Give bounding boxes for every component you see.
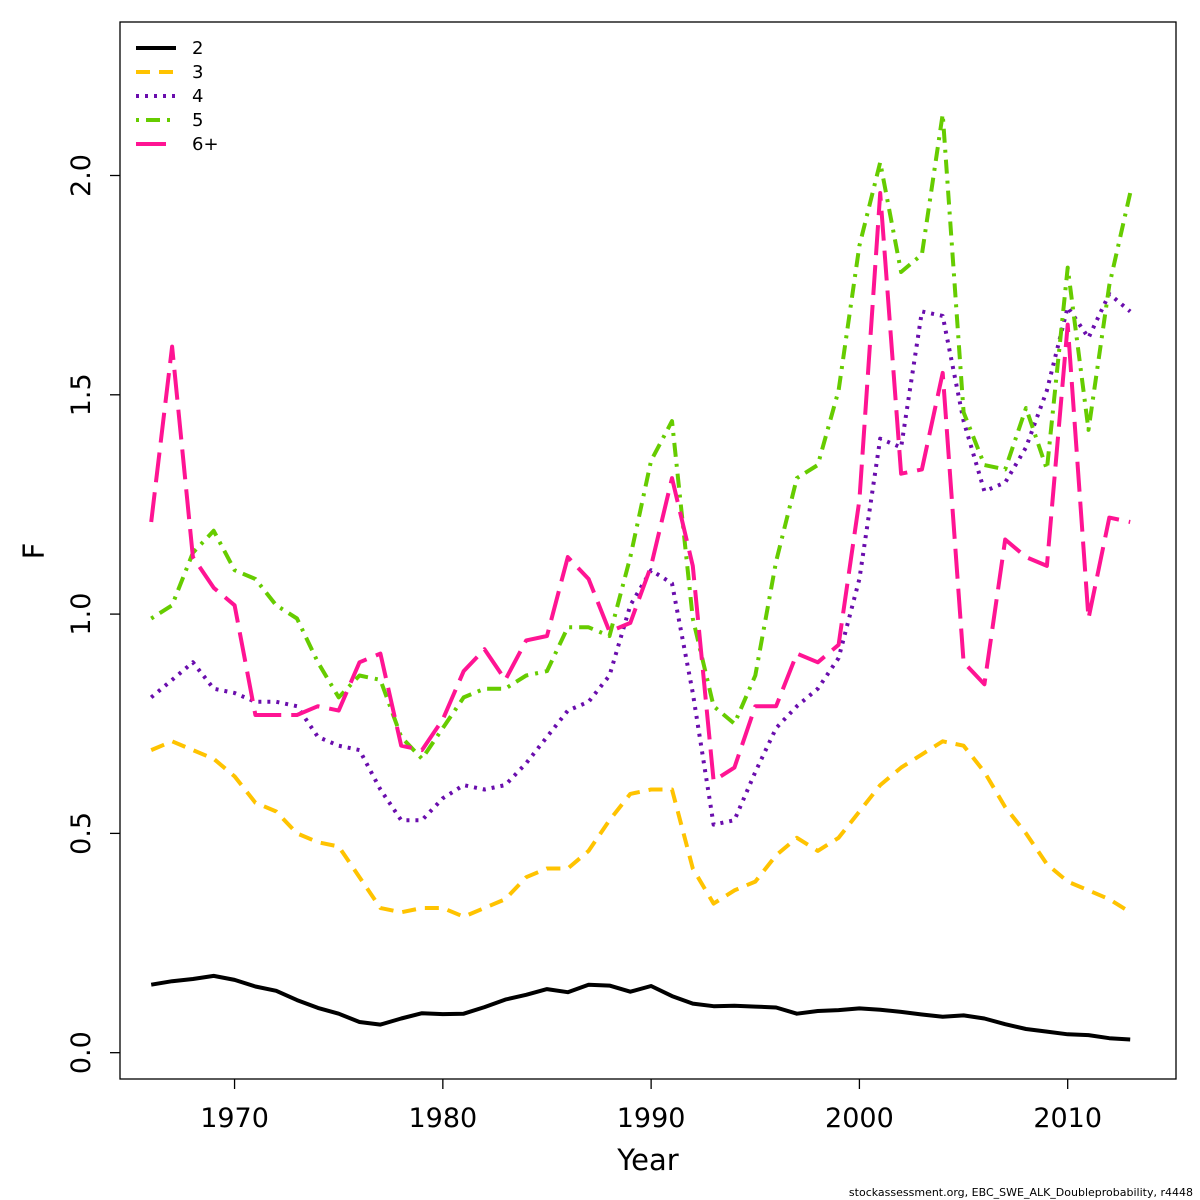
caption: stockassessment.org, EBC_SWE_ALK_Doublep… [849,1186,1193,1199]
series-line-4 [149,291,1132,827]
x-axis: 1970 1980 1990 2000 2010 [200,1079,1102,1134]
series-lines [149,112,1133,1042]
series-line-5 [150,112,1133,761]
legend-label: 5 [192,110,203,131]
x-tick-label: 1990 [617,1103,686,1134]
plot-frame [119,21,1177,1080]
series-line-6plus [149,191,1131,783]
x-axis-title: Year [616,1143,678,1177]
legend-label: 2 [192,38,203,59]
y-axis: 0.0 0.5 1.0 1.5 2.0 [66,154,120,1074]
x-tick-label: 1970 [200,1103,269,1134]
legend: 2 3 4 5 6+ [136,38,219,155]
y-tick-label: 0.0 [66,1031,97,1074]
series-line-2 [150,973,1131,1042]
legend-label: 6+ [192,134,219,155]
legend-label: 4 [192,86,203,107]
x-tick-label: 2000 [825,1103,894,1134]
y-tick-label: 1.0 [66,593,97,636]
series-line-3 [150,739,1132,919]
legend-label: 3 [192,62,203,83]
y-axis-title: F [17,543,51,560]
y-tick-label: 2.0 [66,154,97,197]
x-tick-label: 1980 [408,1103,477,1134]
y-tick-label: 0.5 [66,812,97,855]
x-tick-label: 2010 [1033,1103,1102,1134]
y-tick-label: 1.5 [66,373,97,416]
